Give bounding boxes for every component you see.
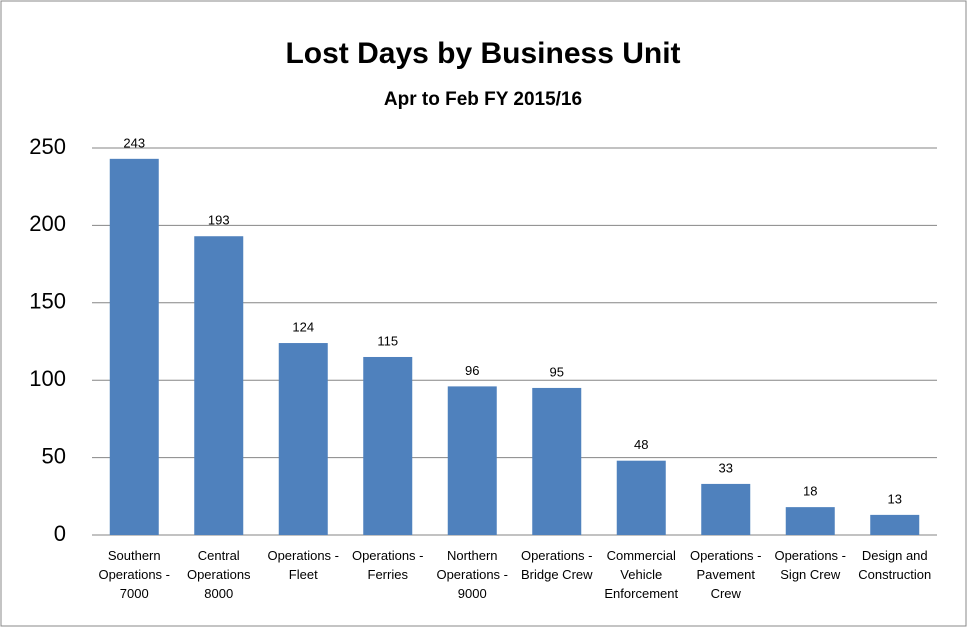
chart-title: Lost Days by Business Unit [285, 37, 680, 70]
y-tick-label: 150 [29, 289, 66, 314]
data-label: 243 [123, 135, 145, 150]
chart-subtitle: Apr to Feb FY 2015/16 [384, 89, 582, 110]
y-tick-label: 200 [29, 211, 66, 236]
x-tick-label: Design and Construction [858, 548, 932, 582]
data-label: 18 [803, 484, 817, 499]
data-label: 13 [888, 491, 902, 506]
x-tick-label: Central Operations 8000 [186, 548, 251, 601]
y-tick-label: 50 [42, 443, 66, 468]
x-tick-label: Operations - Pavement Crew [689, 548, 762, 601]
x-tick-label: Operations - Sign Crew [774, 548, 847, 582]
bar [870, 514, 920, 535]
x-tick-label: Northern Operations - 9000 [436, 548, 509, 601]
data-label: 193 [208, 213, 230, 228]
bar [109, 158, 159, 535]
bar [785, 507, 835, 535]
y-tick-label: 0 [54, 521, 66, 546]
y-tick-label: 100 [29, 366, 66, 391]
y-tick-label: 250 [29, 134, 66, 159]
bar [194, 236, 244, 535]
x-tick-label: Operations - Ferries [351, 548, 424, 582]
bar [616, 460, 666, 535]
x-tick-label: Operations - Bridge Crew [520, 548, 593, 582]
bar [278, 343, 328, 535]
data-label: 48 [634, 437, 648, 452]
bar [532, 387, 582, 535]
data-label: 95 [550, 364, 564, 379]
data-label: 33 [719, 460, 733, 475]
x-tick-label: Operations - Fleet [267, 548, 340, 582]
bar [447, 386, 497, 535]
x-tick-label: Commercial Vehicle Enforcement [604, 548, 679, 601]
data-label: 96 [465, 363, 479, 378]
bar [701, 483, 751, 535]
data-label: 115 [377, 333, 398, 348]
bar [363, 356, 413, 535]
x-tick-label: Southern Operations - 7000 [98, 548, 171, 601]
data-label: 124 [292, 319, 314, 334]
